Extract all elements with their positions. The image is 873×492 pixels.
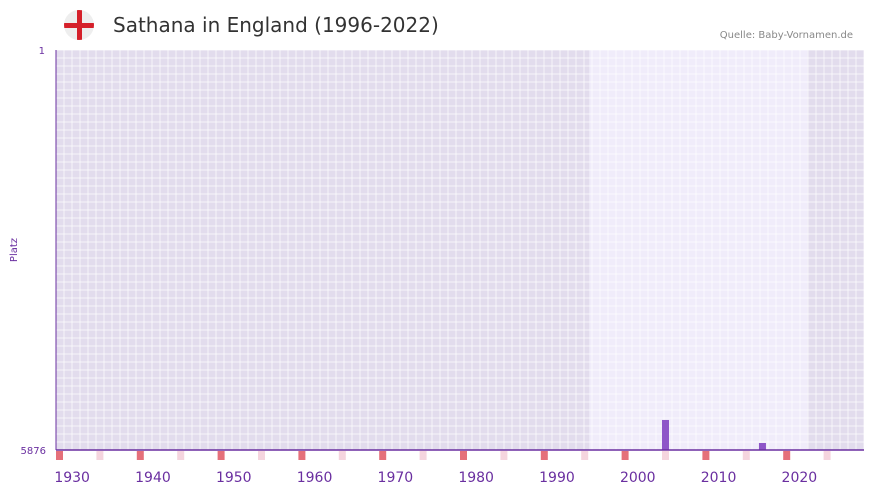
decade-marker: [460, 451, 467, 460]
decade-marker: [702, 451, 710, 460]
bar-2003: [662, 419, 669, 450]
chart-title: Sathana in England (1996-2022): [113, 13, 439, 37]
half-decade-marker: [338, 451, 346, 460]
half-decade-marker: [500, 451, 508, 460]
decade-marker: [298, 451, 306, 460]
half-decade-marker: [258, 451, 265, 460]
x-tick-label: 1980: [458, 470, 494, 486]
decade-marker: [379, 451, 387, 460]
x-tick-label: 1930: [54, 470, 90, 486]
decade-marker: [621, 451, 629, 460]
decade-marker: [56, 451, 63, 460]
x-tick-label: 1940: [135, 470, 171, 486]
half-decade-marker: [823, 451, 831, 460]
half-decade-marker: [96, 451, 104, 460]
decade-marker: [783, 451, 791, 460]
x-tick-label: 1960: [297, 470, 333, 486]
x-tick-label: 1950: [216, 470, 252, 486]
half-decade-marker: [742, 451, 750, 460]
y-tick-label: 5876: [21, 446, 46, 457]
decade-marker: [136, 451, 144, 460]
x-tick-label: 2000: [620, 470, 656, 486]
half-decade-marker: [662, 451, 669, 460]
x-tick-label: 2020: [782, 470, 818, 486]
half-decade-marker: [581, 451, 589, 460]
x-tick-label: 1990: [539, 470, 575, 486]
bar-2015: [758, 442, 766, 450]
y-axis-label: Platz: [9, 238, 20, 262]
x-tick-label: 1970: [378, 470, 414, 486]
source-link[interactable]: Quelle: Baby-Vornamen.de: [719, 30, 853, 41]
x-tick-label: 2010: [701, 470, 737, 486]
decade-marker: [217, 451, 225, 460]
half-decade-marker: [177, 451, 185, 460]
decade-marker: [540, 451, 548, 460]
england-flag-icon: [64, 10, 94, 40]
half-decade-marker: [419, 451, 427, 460]
y-tick-label: 1: [39, 46, 45, 57]
